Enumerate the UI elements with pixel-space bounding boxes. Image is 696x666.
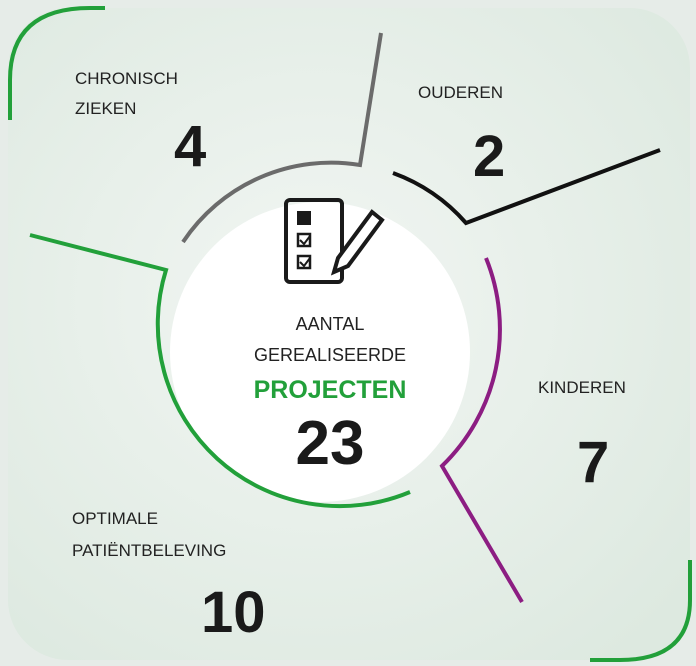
segment-label: OUDEREN xyxy=(418,83,503,102)
segment-value: 4 xyxy=(174,114,206,179)
segment-value: 2 xyxy=(473,124,505,189)
infographic: CHRONISCH ZIEKEN 4 OUDEREN 2 KINDEREN 7 … xyxy=(0,0,696,666)
segment-label: PATIËNTBELEVING xyxy=(72,541,226,560)
center-total: 23 xyxy=(296,409,365,478)
center-highlight: PROJECTEN xyxy=(254,376,407,404)
segment-value: 7 xyxy=(577,430,609,495)
segment-label: CHRONISCH xyxy=(75,69,178,88)
segment-label: OPTIMALE xyxy=(72,509,158,528)
center-line: GEREALISEERDE xyxy=(254,345,406,365)
segment-value: 10 xyxy=(201,580,266,645)
segment-label: KINDEREN xyxy=(538,378,626,397)
segment-label: ZIEKEN xyxy=(75,99,136,118)
center-line: AANTAL xyxy=(296,314,365,334)
